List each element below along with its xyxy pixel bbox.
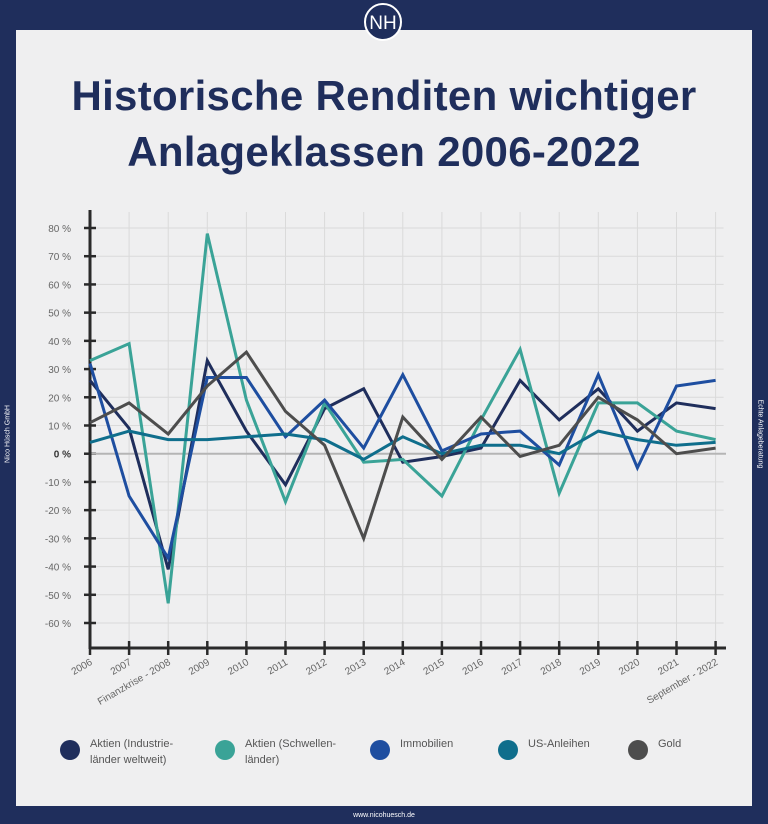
x-tick-label: 2015 (422, 657, 447, 678)
x-tick-label: September - 2022 (645, 657, 720, 707)
x-tick-label: 2021 (656, 657, 681, 678)
chart-panel (16, 30, 752, 806)
y-tick-label: 10 % (48, 422, 71, 433)
y-tick-label: -10 % (45, 478, 71, 489)
x-tick-label: 2020 (617, 657, 642, 678)
x-tick-label: 2019 (578, 657, 603, 678)
footer-url[interactable]: www.nicohuesch.de (353, 812, 415, 819)
x-tick-label: 2013 (343, 657, 368, 678)
y-tick-label: 80 % (48, 224, 71, 235)
logo-circle (364, 3, 402, 41)
y-tick-label: -30 % (45, 534, 71, 545)
x-tick-label: 2012 (304, 657, 329, 678)
logo-badge: NH (364, 3, 402, 41)
chart-title-line-2: Anlageklassen 2006-2022 (127, 128, 641, 175)
x-tick-label: 2007 (109, 657, 134, 678)
y-tick-label: 70 % (48, 252, 71, 263)
x-tick-label: Finanzkrise - 2008 (96, 657, 173, 708)
x-tick-label: 2014 (383, 657, 408, 678)
y-tick-label: 30 % (48, 365, 71, 376)
y-tick-label: 0 % (54, 450, 71, 461)
y-tick-label: 20 % (48, 393, 71, 404)
y-tick-label: -50 % (45, 591, 71, 602)
series-line (89, 349, 716, 543)
y-tick-label: -20 % (45, 506, 71, 517)
y-tick-label: 40 % (48, 337, 71, 348)
x-tick-label: 2017 (500, 657, 525, 678)
x-tick-label: 2011 (266, 657, 291, 677)
logo-text: NH (369, 13, 396, 34)
y-tick-label: 60 % (48, 280, 71, 291)
y-tick-label: 50 % (48, 309, 71, 320)
y-tick-label: -60 % (45, 619, 71, 630)
x-tick-label: 2009 (187, 657, 212, 678)
y-tick-label: -40 % (45, 563, 71, 574)
x-tick-label: 2018 (539, 657, 564, 678)
series-line (89, 429, 716, 462)
x-tick-label: 2006 (70, 657, 95, 678)
x-tick-label: 2010 (226, 657, 251, 678)
chart-title: Historische Renditen wichtiger Anlagekla… (16, 68, 752, 180)
x-tick-label: 2016 (461, 657, 486, 678)
chart-title-line-1: Historische Renditen wichtiger (71, 72, 697, 119)
